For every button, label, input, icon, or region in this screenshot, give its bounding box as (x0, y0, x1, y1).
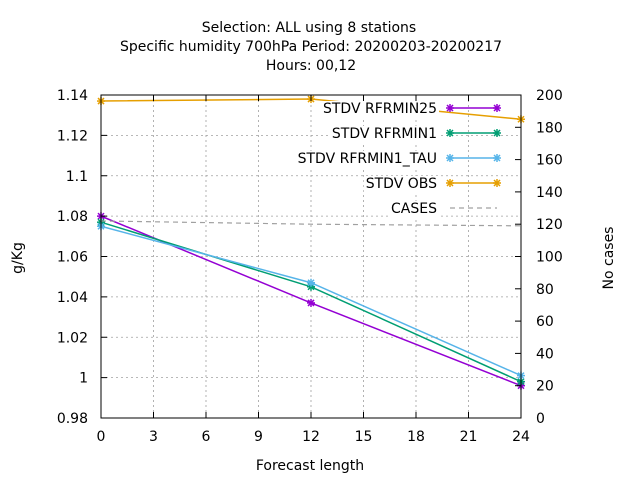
legend-label: STDV RFRMIN25 (323, 101, 437, 117)
y-tick-label: 1.14 (57, 88, 88, 104)
series-4 (100, 220, 522, 227)
legend-entry-2: STDV RFRMIN1_TAU (295, 151, 501, 167)
legend-marker (446, 104, 454, 112)
y2-tick-label: 80 (536, 282, 554, 298)
y2-tick-label: 200 (536, 88, 563, 104)
legend-label: STDV OBS (366, 176, 437, 192)
y-tick-label: 1.02 (57, 330, 88, 346)
legend-marker (493, 154, 501, 162)
y-tick-label: 1.1 (66, 169, 88, 185)
y2-tick-label: 40 (536, 346, 554, 362)
x-tick-label: 18 (407, 429, 425, 445)
x-tick-label: 3 (149, 429, 158, 445)
legend-marker (446, 179, 454, 187)
legend-marker (446, 154, 454, 162)
legend-marker (493, 179, 501, 187)
x-tick-label: 24 (512, 429, 530, 445)
series-line (100, 220, 522, 227)
y2-tick-label: 160 (536, 153, 563, 169)
x-tick-label: 21 (460, 429, 478, 445)
legend-entry-1: STDV RFRMIN1 (329, 126, 501, 142)
legend-label-bg (363, 176, 440, 192)
y2-tick-label: 100 (536, 250, 563, 266)
legend: STDV RFRMIN25 STDV RFRMIN1 STDV RFRMIN1_TA… (295, 101, 501, 217)
legend-label: STDV RFRMIN1_TAU (298, 151, 437, 167)
y-axis-label: g/Kg (10, 242, 26, 274)
y2-tick-label: 0 (536, 411, 545, 427)
y-tick-label: 1.04 (57, 290, 88, 306)
x-tick-label: 0 (97, 429, 106, 445)
chart-title: Selection: ALL using 8 stations Specific… (120, 20, 502, 74)
series-0 (97, 212, 525, 390)
grid (101, 95, 521, 418)
x-tick-label: 6 (202, 429, 211, 445)
y2-tick-label: 20 (536, 379, 554, 395)
x-tick-label: 9 (254, 429, 263, 445)
axis-ticks: 0 3 6 9 12 15 18 21 24 0.98 1 1.02 1.04 1.06 1.08 1.1 1.… (57, 88, 563, 445)
data-point (307, 278, 315, 287)
y2-tick-label: 60 (536, 314, 554, 330)
legend-label: STDV RFRMIN1 (332, 126, 437, 142)
title-line-1: Selection: ALL using 8 stations (202, 20, 416, 36)
x-tick-label: 12 (302, 429, 320, 445)
legend-entry-3: STDV OBS (363, 176, 501, 192)
legend-label-bg (320, 101, 439, 117)
legend-label: CASES (391, 201, 437, 217)
title-line-2: Specific humidity 700hPa Period: 2020020… (120, 39, 502, 55)
legend-label-bg (329, 126, 439, 142)
y-tick-label: 1.12 (57, 128, 88, 144)
legend-marker (493, 104, 501, 112)
legend-label-bg (295, 151, 439, 167)
y-tick-label: 1.08 (57, 209, 88, 225)
y-tick-label: 0.98 (57, 411, 88, 427)
legend-label-bg (389, 201, 440, 217)
data-point (307, 298, 315, 307)
x-axis-label: Forecast length (256, 458, 364, 474)
y2-tick-label: 120 (536, 217, 563, 233)
y2-tick-label: 140 (536, 185, 563, 201)
x-tick-label: 15 (355, 429, 373, 445)
y-tick-label: 1.06 (57, 250, 88, 266)
legend-entry-0: STDV RFRMIN25 (320, 101, 501, 117)
y-tick-label: 1 (79, 371, 88, 387)
legend-marker (493, 129, 501, 137)
legend-marker (446, 129, 454, 137)
legend-entry-4: CASES (389, 201, 497, 217)
title-line-3: Hours: 00,12 (266, 58, 356, 74)
y2-tick-label: 180 (536, 120, 563, 136)
y2-axis-label: No cases (601, 227, 617, 290)
